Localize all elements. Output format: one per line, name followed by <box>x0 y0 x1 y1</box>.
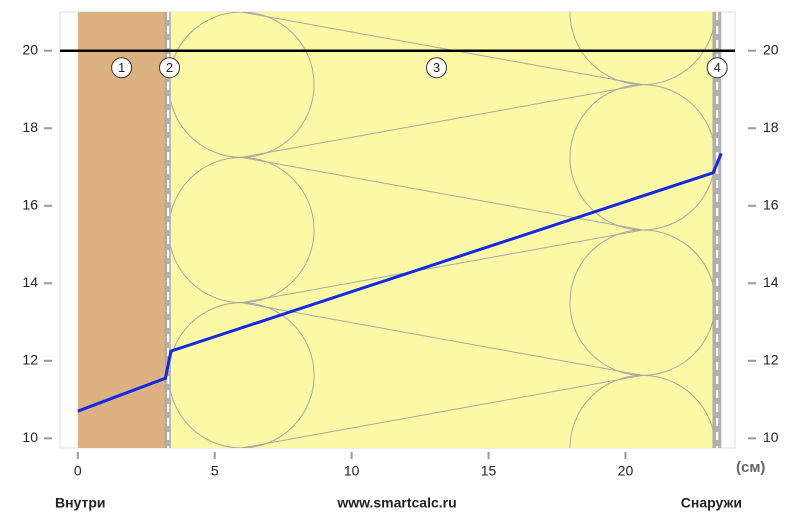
y2-tick-label: 14 <box>763 274 779 290</box>
y2-tick-label: 12 <box>763 352 779 368</box>
inside-label: Внутри <box>55 495 106 511</box>
y-tick-label: 12 <box>22 352 38 368</box>
y-tick-label: 10 <box>22 429 38 445</box>
layer <box>171 12 713 448</box>
x-tick-label: 20 <box>618 463 634 479</box>
y-tick-label: 14 <box>22 274 38 290</box>
y2-tick-label: 10 <box>763 429 779 445</box>
y2-tick-label: 16 <box>763 196 779 212</box>
x-axis-label: (см) <box>736 459 765 476</box>
x-tick-label: 10 <box>344 463 360 479</box>
y-tick-label: 18 <box>22 119 38 135</box>
x-tick-label: 15 <box>481 463 497 479</box>
chart: (см) Внутри www.smartcalc.ru Снаружи 101… <box>0 0 792 518</box>
y-tick-label: 20 <box>22 41 38 57</box>
y2-tick-label: 20 <box>763 41 779 57</box>
outside-label: Снаружи <box>681 495 742 511</box>
site-label: www.smartcalc.ru <box>336 495 456 511</box>
y-tick-label: 16 <box>22 196 38 212</box>
layer-label: 4 <box>714 60 721 75</box>
x-tick-label: 5 <box>211 463 219 479</box>
layer-label: 3 <box>433 60 440 75</box>
x-tick-label: 0 <box>74 463 82 479</box>
layer-label: 2 <box>166 60 173 75</box>
layer-label: 1 <box>118 60 125 75</box>
y2-tick-label: 18 <box>763 119 779 135</box>
